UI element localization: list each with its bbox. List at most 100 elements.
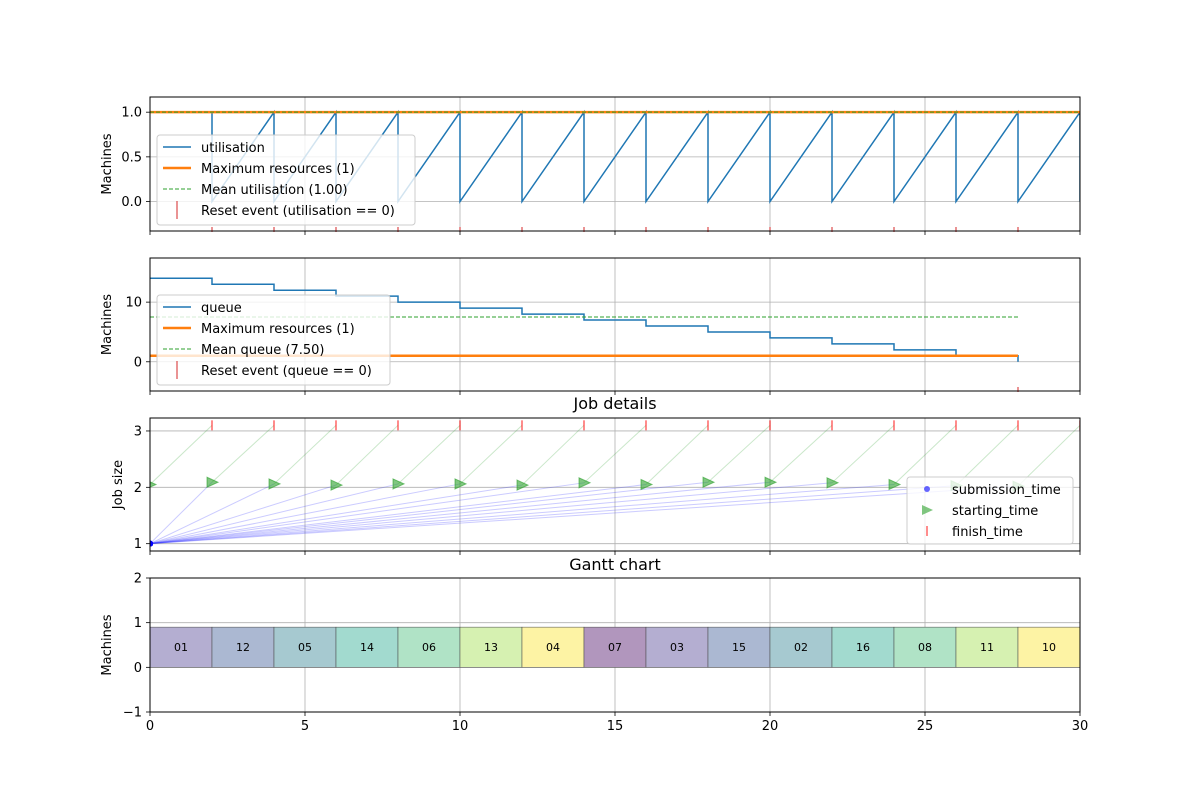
- gantt-bar: [459, 626, 523, 668]
- gantt-bar-label: 01: [174, 641, 188, 654]
- gantt-bar: [583, 626, 647, 668]
- submission-time-point: [150, 540, 153, 547]
- submission-to-start-link: [150, 481, 213, 545]
- start-to-finish-link: [459, 424, 523, 485]
- submission-to-start-link: [150, 484, 895, 545]
- starting-time-point: [764, 476, 778, 489]
- legend-label: Maximum resources (1): [201, 322, 355, 337]
- y-axis-label: Machines: [100, 133, 115, 194]
- gantt-bar-label: 16: [856, 641, 870, 654]
- gantt-bar-label: 11: [980, 641, 994, 654]
- job-details-panel: Job details 1 2 3 Job size submission_timest…: [111, 394, 1081, 555]
- submission-to-start-link: [150, 484, 337, 545]
- legend-label: submission_time: [952, 483, 1061, 498]
- y-tick-label: 0: [134, 661, 142, 676]
- y-tick-label: 3: [134, 424, 142, 439]
- legend-label: Reset event (queue == 0): [201, 364, 372, 379]
- submission-to-start-link: [150, 483, 275, 545]
- y-axis-label: Machines: [100, 294, 115, 355]
- legend-box: [156, 134, 416, 226]
- gantt-bar: [150, 626, 213, 668]
- x-tick-label: 30: [1072, 719, 1089, 734]
- gantt-title: Gantt chart: [569, 555, 661, 574]
- y-tick-label: 1: [134, 616, 142, 631]
- gantt-bar: [645, 626, 709, 668]
- x-tick-label: 20: [762, 719, 779, 734]
- legend: utilisation Maximum resources (1) Mean uti…: [156, 134, 416, 226]
- y-tick-label: 2: [134, 481, 142, 496]
- gantt-panel: Gantt chart 01 12 05 14 06 13 04 07 03 15 02 16 08 11…: [100, 555, 1088, 734]
- submission-to-start-link: [150, 484, 523, 545]
- submission-to-start-link: [150, 483, 461, 545]
- gantt-bar: [707, 626, 771, 668]
- start-to-finish-link: [831, 424, 895, 484]
- y-tick-label: 0.5: [121, 150, 142, 165]
- gantt-bar-label: 04: [546, 641, 560, 654]
- starting-time-point: [640, 478, 654, 491]
- start-to-finish-link: [521, 424, 585, 486]
- gantt-bar: [335, 626, 399, 668]
- gantt-bar: [273, 626, 337, 668]
- start-to-finish-link: [150, 424, 213, 485]
- x-tick-label: 15: [607, 719, 624, 734]
- y-tick-label: 2: [134, 572, 142, 587]
- submission-to-start-link: [150, 481, 709, 545]
- y-tick-label: −1: [123, 706, 142, 721]
- x-tick-label: 0: [146, 719, 154, 734]
- legend-label: Reset event (utilisation == 0): [201, 204, 395, 219]
- y-axis-label: Machines: [100, 614, 115, 675]
- legend: submission_time starting_time finish_time: [906, 476, 1074, 545]
- starting-time-point: [516, 479, 530, 491]
- plot-area: [150, 626, 1080, 668]
- gantt-bar-label: 03: [670, 641, 684, 654]
- x-tick-label: 10: [452, 719, 469, 734]
- x-tick-label: 5: [301, 719, 309, 734]
- y-tick-label: 1: [134, 537, 142, 552]
- legend-swatch: [924, 486, 930, 492]
- y-axis-label: Job size: [111, 460, 126, 510]
- start-to-finish-link: [211, 424, 275, 483]
- starting-time-point: [702, 476, 716, 489]
- start-to-finish-link: [583, 424, 647, 484]
- gantt-bar-label: 14: [360, 641, 374, 654]
- legend: queue Maximum resources (1) Mean queue (7.…: [156, 294, 391, 386]
- gantt-bar-label: 13: [484, 641, 498, 654]
- gantt-bar-label: 02: [794, 641, 808, 654]
- start-to-finish-link: [955, 424, 1019, 486]
- starting-time-point: [888, 478, 902, 491]
- legend-swatch: [922, 505, 933, 515]
- starting-time-point: [268, 478, 282, 490]
- legend-label: utilisation: [201, 141, 265, 156]
- gantt-bar-label: 05: [298, 641, 312, 654]
- start-to-finish-link: [893, 424, 957, 485]
- legend-label: finish_time: [952, 525, 1023, 540]
- start-to-finish-link: [397, 424, 461, 485]
- gantt-bar: [955, 626, 1019, 668]
- gantt-bar: [893, 626, 957, 668]
- gantt-bar-label: 12: [236, 641, 250, 654]
- legend-label: Mean queue (7.50): [201, 343, 325, 358]
- plot-area: [150, 420, 1080, 547]
- start-to-finish-link: [273, 424, 337, 485]
- queue-panel: 0 10 Machines queue Maximum resources (1) Mea…: [100, 257, 1081, 395]
- plot-area: [150, 109, 1080, 204]
- job-details-title: Job details: [572, 394, 656, 413]
- starting-time-point: [330, 479, 344, 491]
- submission-to-start-link: [150, 485, 1019, 545]
- gantt-bar-label: 15: [732, 641, 746, 654]
- x-tick-label: 25: [917, 719, 934, 734]
- submission-to-start-link: [150, 484, 647, 545]
- legend-label: Mean utilisation (1.00): [201, 183, 348, 198]
- y-tick-label: 0.0: [121, 195, 142, 210]
- submission-to-start-link: [150, 482, 585, 545]
- start-to-finish-link: [707, 424, 771, 483]
- gantt-bar: [1017, 626, 1080, 668]
- legend-label: queue: [201, 301, 242, 316]
- y-tick-label: 1.0: [121, 106, 142, 121]
- submission-to-start-link: [150, 482, 833, 545]
- start-to-finish-link: [769, 424, 833, 483]
- gantt-bar-label: 10: [1042, 641, 1056, 654]
- y-tick-label: 0: [134, 355, 142, 370]
- gantt-bar: [769, 626, 833, 668]
